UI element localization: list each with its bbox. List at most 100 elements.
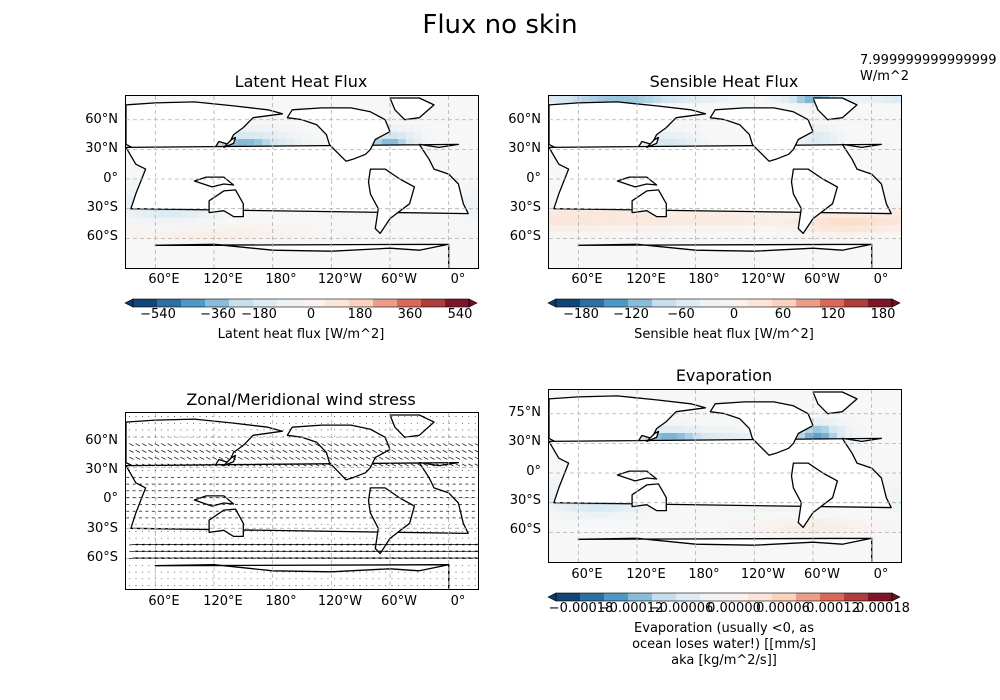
- wind-arrow: [455, 557, 465, 559]
- wind-arrow: [397, 557, 408, 559]
- evap-colorbar-label: Evaporation (usually <0, as ocean loses …: [548, 621, 900, 669]
- wind-arrow: [359, 557, 369, 559]
- wind-arrow: [263, 456, 269, 460]
- wind-arrow: [397, 550, 408, 553]
- wind-arrow: [289, 463, 294, 467]
- wind-arrow: [340, 557, 350, 559]
- wind-arrow: [346, 550, 356, 553]
- wind-arrow: [365, 557, 376, 559]
- wind-arrow: [308, 543, 318, 546]
- wind-arrow: [276, 463, 281, 467]
- wind-arrow: [314, 543, 324, 546]
- wind-arrow: [186, 463, 192, 467]
- wind-arrow: [167, 463, 173, 467]
- figure-title: Flux no skin: [422, 10, 578, 40]
- latent-colorbar-label: Latent heat flux [W/m^2]: [217, 327, 385, 342]
- wind-arrow: [314, 456, 320, 460]
- wind-arrow: [135, 550, 145, 553]
- wind-arrow: [449, 543, 459, 546]
- wind-arrow: [231, 456, 237, 460]
- wind-arrow: [308, 443, 313, 447]
- wind-arrow: [129, 463, 134, 467]
- wind-arrow: [129, 543, 139, 546]
- wind-arrow: [442, 463, 448, 467]
- wind-arrow: [167, 449, 173, 453]
- evap-cbar-tick-6: 0.00018: [856, 601, 910, 616]
- wind-arrow: [276, 456, 281, 460]
- wind-arrow: [129, 557, 139, 559]
- wind-arrow: [417, 463, 422, 467]
- wind-arrow: [282, 443, 288, 447]
- wind-arrow: [199, 443, 205, 447]
- wind-arrow: [436, 557, 446, 559]
- wind-arrow: [436, 443, 441, 447]
- wind-arrow: [161, 456, 166, 460]
- wind-arrow: [474, 544, 478, 546]
- wind-arrow: [135, 557, 145, 559]
- evap-colorbar: [547, 586, 901, 602]
- wind-arrow: [244, 443, 249, 447]
- wind-arrow: [193, 449, 198, 453]
- wind-title: Zonal/Meridional wind stress: [186, 390, 416, 409]
- wind-arrow: [301, 557, 312, 559]
- latent-title: Latent Heat Flux: [234, 72, 368, 91]
- sensible-overlay: [549, 96, 901, 268]
- wind-arrow: [397, 449, 403, 453]
- sensible-lat-30s: 30°S: [509, 200, 541, 215]
- latent-lon-60w: 60°W: [381, 272, 417, 287]
- sensible-lat-60s: 60°S: [509, 229, 541, 244]
- wind-arrow: [212, 463, 217, 467]
- wind-arrow: [327, 449, 333, 453]
- wind-arrow: [295, 456, 301, 460]
- wind-arrow: [385, 456, 390, 460]
- wind-arrow: [193, 456, 198, 460]
- wind-arrow: [442, 550, 452, 553]
- wind-arrow: [269, 443, 275, 447]
- wind-arrow: [308, 550, 318, 553]
- wind-arrow: [353, 543, 363, 546]
- wind-arrow: [154, 449, 160, 453]
- latent-lon-60e: 60°E: [148, 272, 180, 287]
- wind-arrow: [129, 456, 134, 460]
- wind-arrow: [199, 463, 205, 467]
- wind-arrow: [321, 456, 326, 460]
- wind-arrow: [237, 449, 243, 453]
- wind-arrow: [314, 550, 324, 553]
- evap-lat-30n: 30°N: [508, 434, 541, 449]
- wind-arrow: [173, 543, 184, 546]
- wind-arrow: [218, 543, 228, 546]
- evap-lon-120e: 120°E: [626, 567, 666, 582]
- sensible-lon-60e: 60°E: [571, 272, 603, 287]
- wind-arrow: [161, 443, 166, 447]
- wind-arrow: [365, 550, 376, 553]
- wind-arrow: [231, 443, 237, 447]
- wind-arrow: [429, 456, 435, 460]
- wind-arrow: [455, 543, 465, 546]
- wind-arrow: [468, 550, 478, 553]
- wind-arrow: [468, 443, 473, 447]
- wind-arrow: [180, 543, 190, 546]
- wind-arrow: [250, 443, 256, 447]
- wind-arrow: [225, 449, 230, 453]
- wind-arrow: [161, 543, 171, 546]
- wind-arrow: [314, 463, 320, 467]
- wind-arrow: [372, 463, 377, 467]
- wind-arrow: [301, 543, 312, 546]
- wind-arrow: [449, 456, 454, 460]
- latent-lat-60s: 60°S: [86, 229, 118, 244]
- wind-arrow: [429, 443, 435, 447]
- wind-arrow: [205, 543, 216, 546]
- wind-arrow: [353, 463, 358, 467]
- wind-arrow: [442, 443, 448, 447]
- wind-arrow: [423, 557, 433, 559]
- wind-arrow: [282, 456, 288, 460]
- wind-arrow: [193, 557, 203, 559]
- latent-cbar-tick-1: −360: [200, 307, 236, 322]
- latent-lat-0: 0°: [103, 171, 118, 186]
- wind-arrow: [429, 449, 435, 453]
- wind-arrow: [257, 557, 267, 559]
- wind-arrow: [359, 449, 365, 453]
- wind-arrow: [455, 443, 461, 447]
- sensible-cbar-tick-4: 60: [774, 307, 792, 322]
- wind-arrow: [218, 443, 224, 447]
